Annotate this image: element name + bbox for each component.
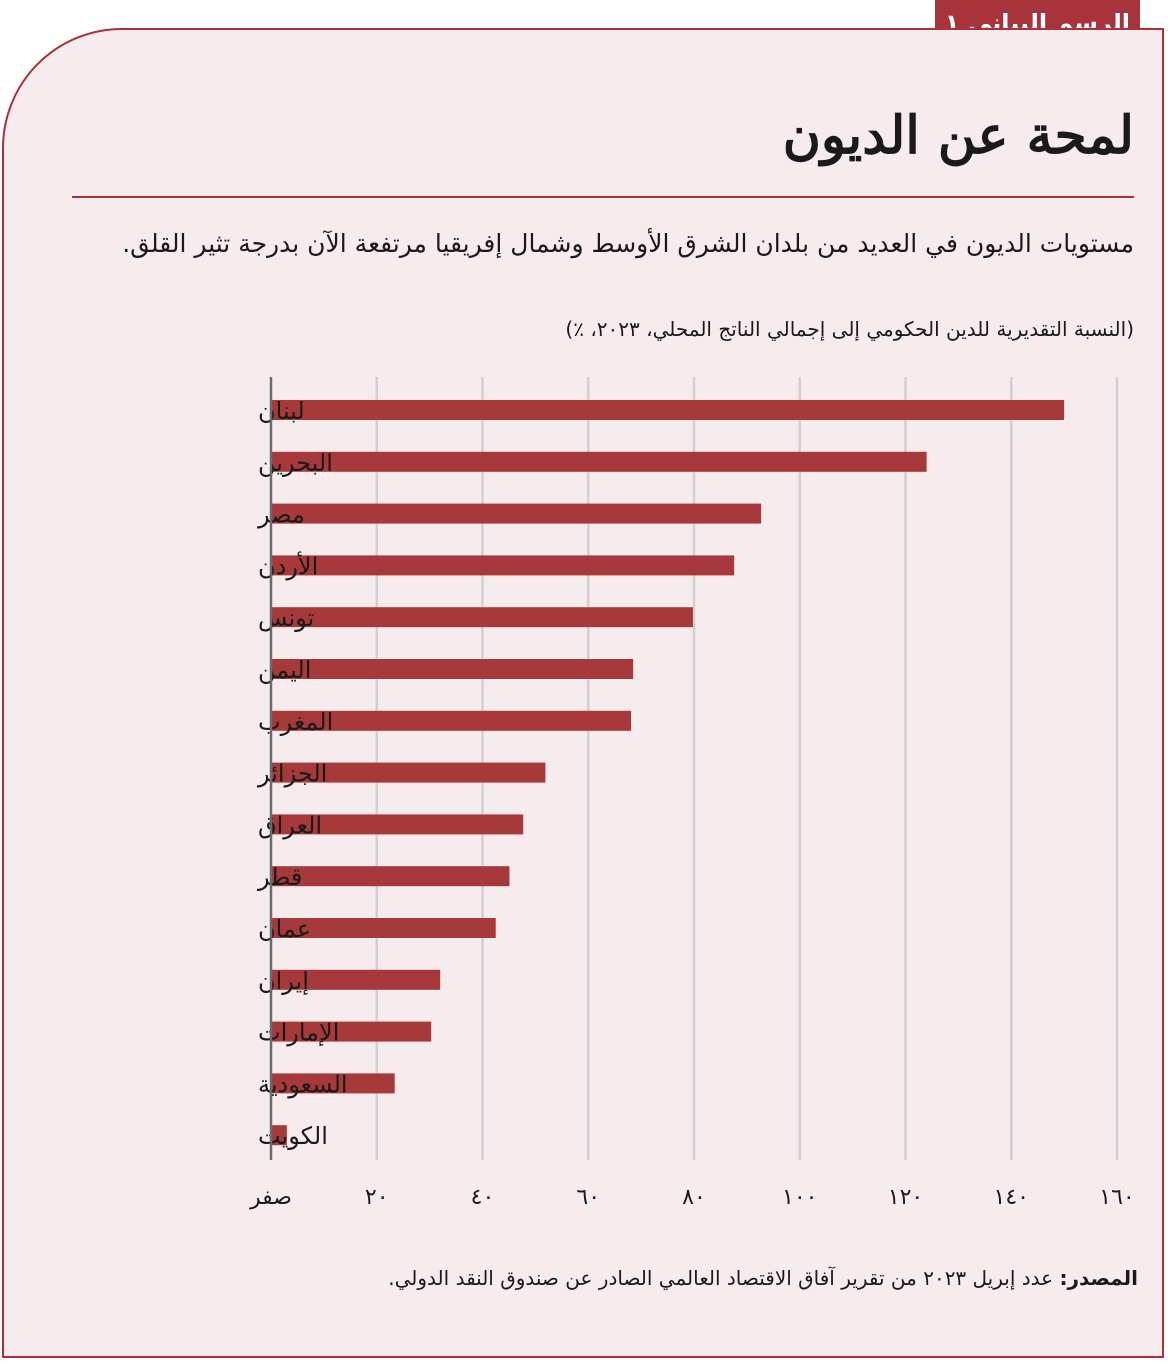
category-label: المغرب: [258, 708, 333, 736]
bar: [271, 918, 496, 938]
bar: [271, 607, 693, 628]
bar: [271, 451, 927, 472]
tick-label: ١٤٠: [994, 1185, 1029, 1210]
category-label: الجزائر: [257, 760, 327, 788]
bar: [271, 969, 441, 990]
category-label: مصر: [257, 501, 305, 529]
category-label: إيران: [258, 967, 309, 996]
source-text: عدد إبريل ٢٠٢٣ من تقرير آفاق الاقتصاد ال…: [388, 1266, 1060, 1290]
category-label: تونس: [258, 604, 314, 632]
category-label: العراق: [258, 811, 322, 839]
bar: [271, 866, 510, 887]
bar: [271, 814, 524, 835]
tick-label: ١٢٠: [888, 1185, 923, 1210]
category-label: الأردن: [258, 551, 318, 580]
bar: [271, 555, 735, 576]
bar: [271, 710, 632, 731]
tick-label: ٢٠: [365, 1185, 389, 1210]
bar: [271, 1021, 432, 1042]
bar: [271, 659, 634, 679]
bar: [271, 1125, 287, 1146]
category-label: اليمن: [258, 656, 311, 684]
tick-label: ٨٠: [682, 1185, 706, 1210]
chart-unit-note: (النسبة التقديرية للدين الحكومي إلى إجما…: [565, 317, 1134, 341]
category-label: لبنان: [258, 397, 305, 425]
bar: [271, 762, 546, 783]
tick-label: ٤٠: [471, 1185, 495, 1210]
source-label: المصدر:: [1059, 1266, 1138, 1290]
bar: [271, 400, 1065, 420]
category-label: الكويت: [258, 1122, 328, 1150]
bar: [271, 1073, 395, 1094]
tick-label: صفر: [249, 1185, 292, 1210]
source-note: المصدر: عدد إبريل ٢٠٢٣ من تقرير آفاق الا…: [78, 1262, 1138, 1294]
chart-frame: [2, 28, 1164, 1358]
category-label: قطر: [257, 863, 302, 891]
category-label: عمان: [258, 915, 311, 943]
bar: [271, 503, 762, 524]
title-divider: [72, 196, 1134, 198]
category-label: السعودية: [258, 1070, 348, 1098]
tick-label: ١٠٠: [782, 1185, 817, 1210]
tick-label: ١٦٠: [1099, 1185, 1134, 1210]
chart-subtitle: مستويات الديون في العديد من بلدان الشرق …: [122, 229, 1134, 258]
category-label: البحرين: [258, 449, 333, 477]
chart-title: لمحة عن الديون: [782, 105, 1134, 166]
tick-label: ٦٠: [576, 1185, 600, 1210]
